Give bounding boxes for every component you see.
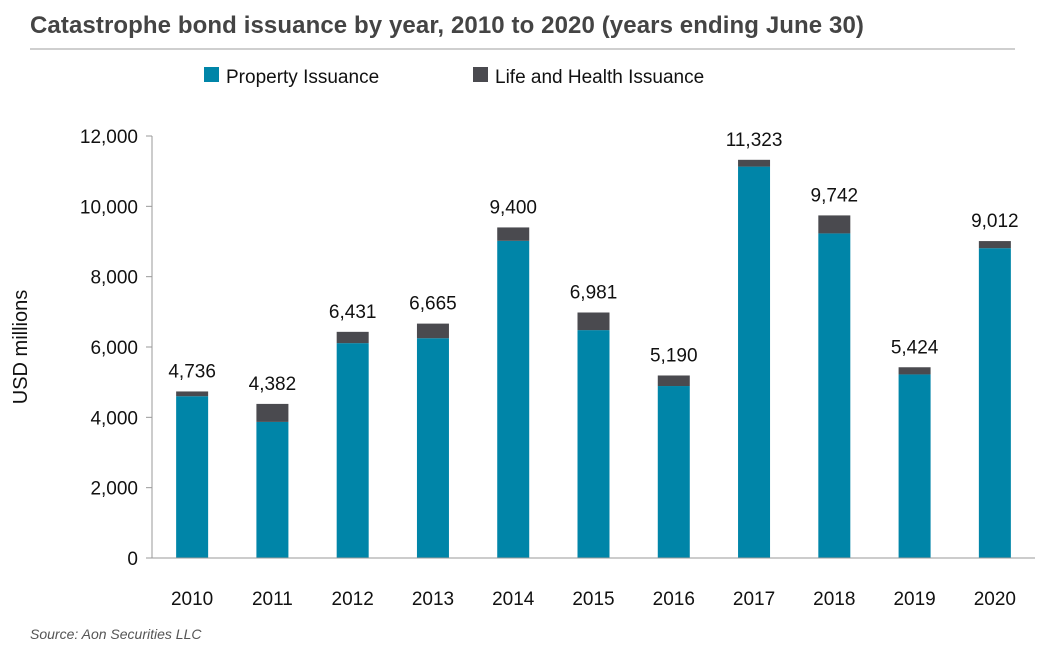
x-tick-label-2015: 2015: [572, 589, 614, 610]
bar-property-2019: [898, 374, 931, 558]
total-label-2017: 11,323: [726, 130, 783, 151]
y-tick-label: 8,000: [90, 268, 138, 289]
x-axis: 2010 2011 2012 2013 2014 2015 2016 2017 2018 2019…: [152, 557, 1035, 610]
total-label-2019: 5,424: [891, 337, 939, 358]
bar-property-2018: [818, 233, 851, 558]
bar-property-2016: [657, 386, 690, 558]
y-tick-label: 0: [127, 549, 138, 570]
x-tick-label-2014: 2014: [492, 589, 535, 610]
data-labels-group: 4,736 4,382 6,431 6,665 9,400 6,981 5,190 11,32…: [168, 130, 1018, 395]
total-label-2020: 9,012: [971, 211, 1019, 232]
y-tick-label: 12,000: [80, 127, 138, 148]
y-axis: 0 2,000 4,000 6,000 8,000 10,000 12,000 USD mil…: [10, 127, 153, 570]
bar-life-health-2020: [978, 241, 1011, 249]
y-axis-title: USD millions: [10, 290, 32, 404]
total-label-2010: 4,736: [168, 361, 216, 382]
legend-swatch-property: [204, 67, 219, 82]
bar-life-health-2019: [898, 367, 931, 375]
total-label-2016: 5,190: [650, 345, 698, 366]
total-label-2012: 6,431: [329, 302, 377, 323]
x-tick-label-2012: 2012: [332, 589, 374, 610]
y-tick-label: 10,000: [80, 197, 138, 218]
bar-property-2014: [497, 240, 530, 558]
x-tick-label-2017: 2017: [733, 589, 775, 610]
x-tick-label-2016: 2016: [653, 589, 695, 610]
bar-life-health-2018: [818, 215, 851, 234]
bar-property-2015: [577, 330, 610, 558]
total-label-2014: 9,400: [489, 197, 537, 218]
bar-life-health-2012: [336, 331, 369, 344]
bar-life-health-2016: [657, 375, 690, 387]
x-tick-label-2010: 2010: [171, 589, 213, 610]
x-tick-label-2013: 2013: [412, 589, 454, 610]
bar-life-health-2017: [738, 159, 771, 167]
bar-life-health-2014: [497, 227, 530, 241]
bar-life-health-2010: [176, 391, 209, 397]
bar-life-health-2013: [416, 323, 449, 339]
x-tick-label-2018: 2018: [813, 589, 855, 610]
bars-group: [176, 159, 1011, 558]
total-label-2015: 6,981: [570, 283, 618, 304]
bar-property-2020: [978, 248, 1011, 558]
legend-swatch-life-health: [473, 67, 488, 82]
x-tick-label-2019: 2019: [893, 589, 935, 610]
x-tick-label-2011: 2011: [252, 589, 293, 610]
y-tick-label: 6,000: [90, 338, 138, 359]
bar-property-2013: [416, 338, 449, 558]
total-label-2011: 4,382: [249, 374, 297, 395]
title-divider: [30, 48, 1015, 50]
bar-property-2017: [738, 166, 771, 558]
total-label-2018: 9,742: [811, 185, 859, 206]
y-tick-label: 2,000: [90, 479, 138, 500]
x-tick-label-2020: 2020: [974, 589, 1016, 610]
legend-label-life-health: Life and Health Issuance: [495, 67, 704, 88]
source-note: Source: Aon Securities LLC: [30, 626, 202, 642]
legend: Property Issuance Life and Health Issuanc…: [204, 67, 704, 88]
bar-property-2010: [176, 396, 209, 558]
y-tick-label: 4,000: [90, 408, 138, 429]
total-label-2013: 6,665: [409, 294, 457, 315]
bar-life-health-2011: [256, 403, 289, 422]
legend-label-property: Property Issuance: [226, 67, 379, 88]
bar-property-2012: [336, 343, 369, 558]
bar-life-health-2015: [577, 312, 610, 331]
chart-title: Catastrophe bond issuance by year, 2010 …: [30, 12, 864, 39]
bar-property-2011: [256, 421, 289, 558]
